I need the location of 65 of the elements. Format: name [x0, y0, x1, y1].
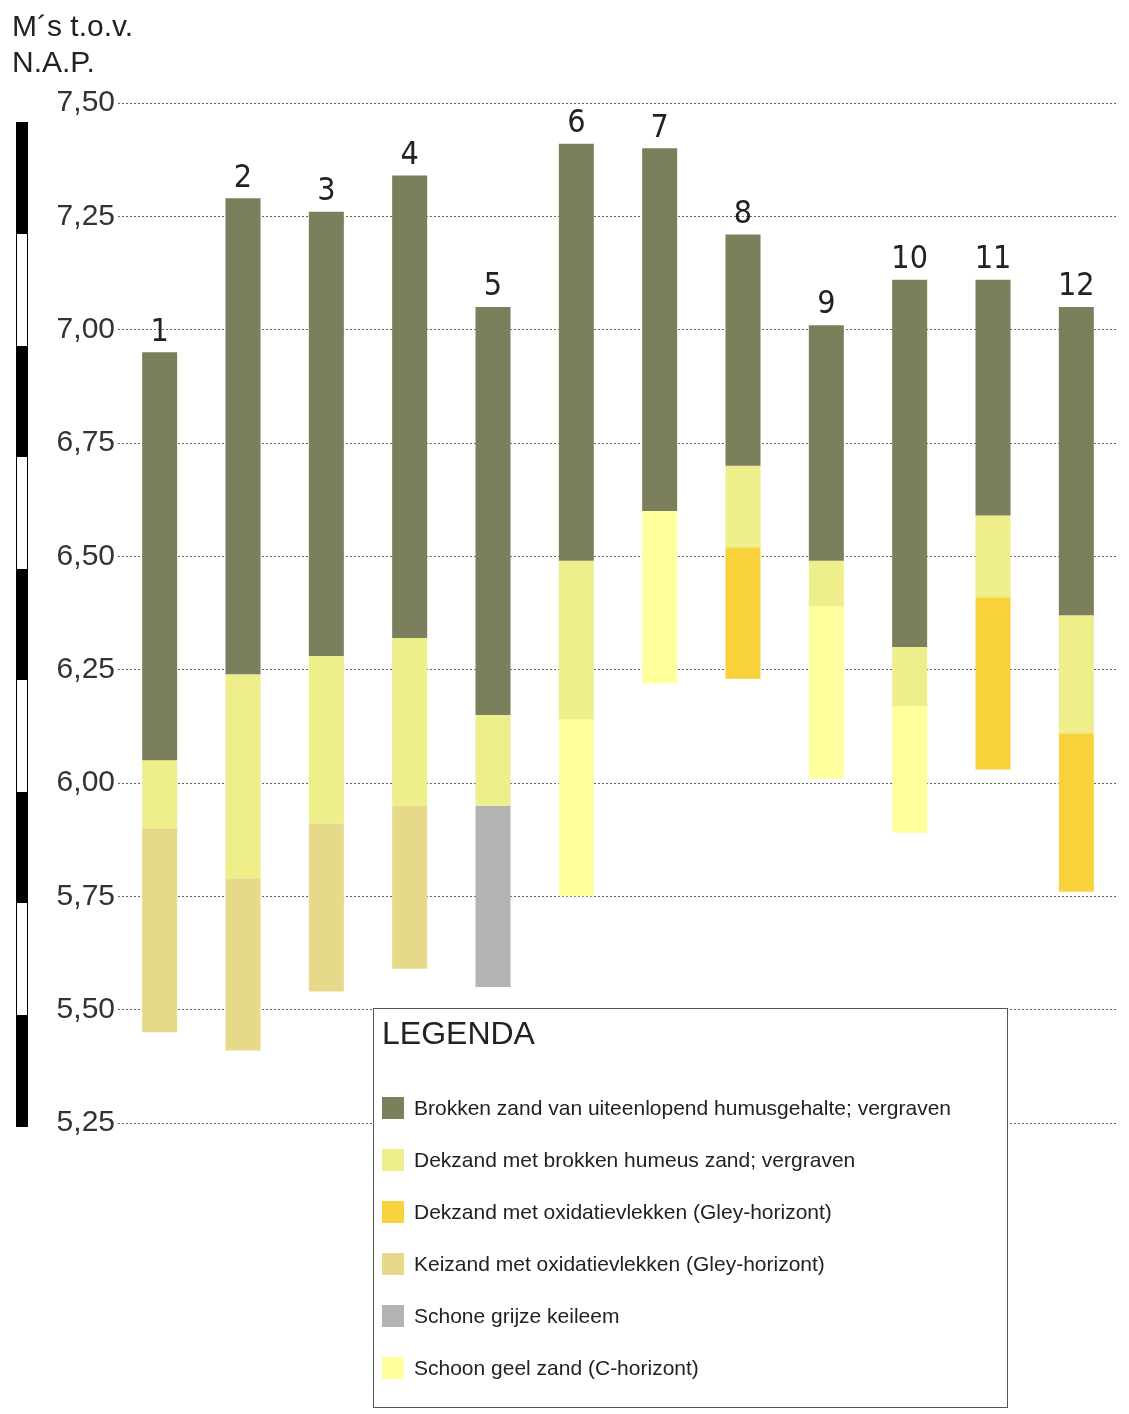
- x-tick-label: 2: [233, 156, 253, 195]
- legend-label: Dekzand met oxidatievlekken (Gley-horizont): [414, 1200, 832, 1224]
- y-axis-title: M´s t.o.v. N.A.P.: [12, 8, 135, 80]
- legend-label: Schoon geel zand (C-horizont): [414, 1356, 699, 1380]
- bar: [392, 805, 428, 969]
- x-tick-label: 5: [483, 265, 503, 304]
- legend-label: Dekzand met brokken humeus zand; vergraven: [414, 1148, 856, 1172]
- y-tick-label: 5,50: [56, 990, 115, 1024]
- bar: [392, 175, 428, 638]
- bar: [558, 719, 594, 897]
- bar: [308, 823, 344, 992]
- x-tick-label: 7: [650, 106, 669, 145]
- bar: [808, 560, 844, 607]
- bar: [975, 597, 1011, 770]
- bar: [642, 511, 678, 684]
- bar: [975, 279, 1011, 516]
- bar: [1058, 615, 1094, 734]
- bar: [1058, 307, 1094, 616]
- bar: [392, 637, 428, 806]
- bar: [892, 705, 928, 833]
- bar: [142, 828, 178, 1033]
- y-tick-label: 6,50: [56, 537, 115, 571]
- bar: [558, 560, 594, 720]
- bar: [225, 198, 261, 675]
- x-tick-label: 9: [817, 283, 836, 322]
- bar: [892, 279, 928, 647]
- x-tick-label: 11: [974, 238, 1012, 277]
- x-tick-label: 6: [567, 102, 586, 141]
- bar: [475, 715, 511, 806]
- x-tick-label: 8: [733, 192, 753, 231]
- bar: [725, 465, 761, 548]
- y-tick-label: 6,00: [56, 764, 115, 798]
- bar: [642, 148, 678, 511]
- y-tick-label: 7,00: [56, 310, 115, 344]
- y-tick-label: 5,75: [56, 877, 115, 911]
- y-tick-label: 7,25: [56, 197, 115, 231]
- legend-label: Schone grijze keileem: [414, 1304, 620, 1328]
- legend-title: LEGENDA: [382, 1015, 536, 1052]
- legend-label: Keizand met oxidatievlekken (Gley-horizont): [414, 1252, 825, 1276]
- bar: [1058, 733, 1094, 892]
- bar: [808, 325, 844, 561]
- bar: [725, 547, 761, 679]
- bar: [808, 606, 844, 779]
- bar: [892, 647, 928, 706]
- bar: [558, 143, 594, 561]
- bar: [308, 211, 344, 657]
- bar: [975, 515, 1011, 598]
- x-tick-label: 10: [891, 238, 928, 277]
- bar: [725, 234, 761, 466]
- bar: [142, 352, 178, 761]
- y-tick-label: 6,25: [56, 650, 115, 684]
- x-tick-label: 1: [150, 310, 169, 349]
- bar: [475, 805, 511, 987]
- bar: [142, 760, 178, 829]
- legend-label: Brokken zand van uiteenlopend humusgehalte; vergraven: [414, 1096, 952, 1120]
- x-tick-label: 12: [1058, 265, 1095, 304]
- y-tick-label: 6,75: [56, 424, 115, 458]
- bar: [475, 307, 511, 715]
- x-tick-label: 3: [317, 170, 336, 209]
- bar: [225, 674, 261, 879]
- bar: [225, 878, 261, 1051]
- bar: [308, 656, 344, 824]
- y-tick-label: 5,25: [56, 1104, 115, 1138]
- y-tick-label: 7,50: [56, 84, 115, 118]
- x-tick-label: 4: [400, 133, 419, 172]
